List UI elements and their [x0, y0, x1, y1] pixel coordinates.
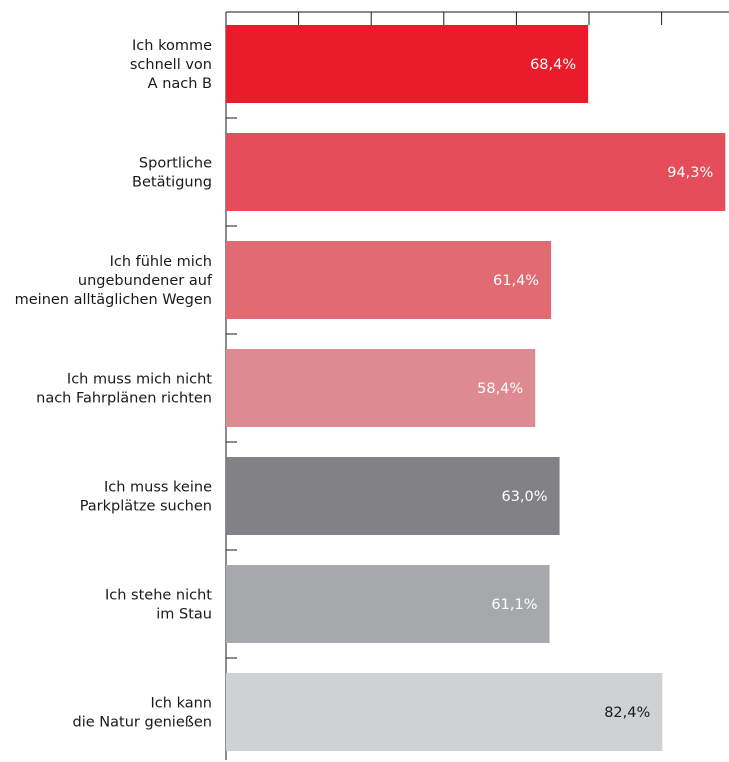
bar: [226, 349, 536, 427]
category-label-line: Ich fühle mich: [110, 254, 212, 270]
category-label-line: nach Fahrplänen richten: [36, 391, 212, 407]
category-label-line: Ich komme: [132, 38, 212, 54]
data-label: 68,4%: [530, 57, 576, 73]
category-label-line: Betätigung: [132, 175, 212, 191]
bar: [226, 457, 560, 535]
data-label: 61,1%: [491, 597, 537, 613]
bar: [226, 673, 663, 751]
category-label: Ich stehe nicht im Stau: [105, 588, 212, 623]
category-labels: Ich komme schnell von A nach B Sportliche Be…: [15, 38, 213, 731]
category-label: Ich muss keine Parkplätze suchen: [80, 480, 212, 515]
category-label: Ich fühle mich ungebundener auf meinen all…: [15, 254, 213, 308]
data-label: 82,4%: [604, 705, 650, 721]
category-label-line: Parkplätze suchen: [80, 499, 212, 515]
category-label-line: die Natur genießen: [73, 715, 212, 731]
category-label-line: Sportliche: [139, 156, 212, 172]
category-label-line: schnell von: [130, 57, 212, 73]
data-label: 63,0%: [501, 489, 547, 505]
category-label-line: Ich muss mich nicht: [67, 372, 212, 388]
category-label: Sportliche Betätigung: [132, 156, 212, 191]
bar: [226, 25, 589, 103]
data-label: 58,4%: [477, 381, 523, 397]
category-label: Ich komme schnell von A nach B: [130, 38, 212, 92]
category-label: Ich muss mich nicht nach Fahrplänen richt…: [36, 372, 212, 407]
category-label-line: Ich kann: [151, 696, 212, 712]
bar: [226, 133, 726, 211]
category-label-line: A nach B: [148, 76, 212, 92]
category-label-line: Ich stehe nicht: [105, 588, 212, 604]
category-label-line: Ich muss keine: [104, 480, 212, 496]
category-label: Ich kann die Natur genießen: [73, 696, 212, 731]
category-label-line: im Stau: [156, 607, 212, 623]
bar: [226, 241, 552, 319]
category-label-line: meinen alltäglichen Wegen: [15, 292, 212, 308]
bar: [226, 565, 550, 643]
data-label: 94,3%: [667, 165, 713, 181]
category-label-line: ungebundener auf: [78, 273, 213, 289]
data-label: 61,4%: [493, 273, 539, 289]
bars: 68,4% 94,3% 61,4% 58,4% 63,0% 61,1% 82,4%: [226, 25, 726, 751]
